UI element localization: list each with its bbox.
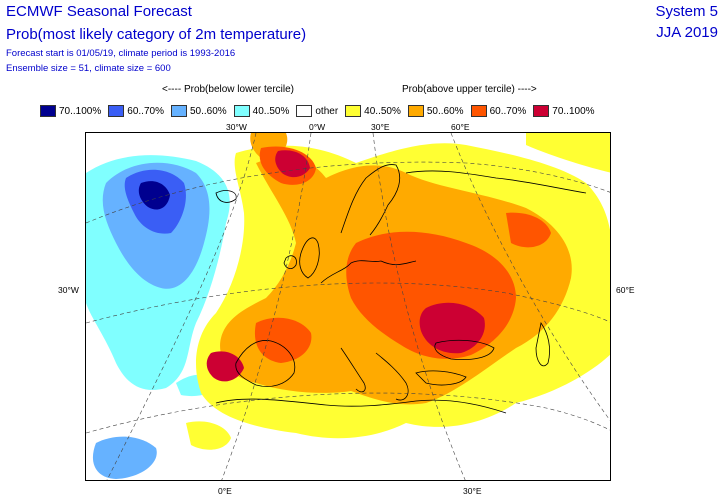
forecast-subtitle: Prob(most likely category of 2m temperat… [6,26,307,43]
legend-swatch [170,105,187,117]
meridian-30e [372,133,466,480]
lon-label-top-3: 30°E [371,122,390,132]
coast-ireland [283,255,297,269]
legend-swatch [345,105,362,117]
coast-balkans [375,352,409,401]
above-60-region-2 [254,317,312,363]
legend-item: 70..100% [40,104,101,118]
meridian-0 [221,133,312,480]
coast-iberia [235,340,296,387]
below-50-region-2 [92,436,157,479]
legend-item: 70..100% [533,104,595,118]
meridian-60e [450,133,610,421]
legend-below-header: <---- Prob(below lower tercile) [162,84,294,95]
coast-scandinavia [340,164,401,236]
lon-label-top-4: 60°E [451,122,470,132]
below-70-region [138,181,170,210]
coast-iceland [215,190,237,203]
coast-caspian [535,322,550,367]
legend-label: 40..50% [252,105,290,117]
coast-italy [340,347,366,393]
parallel-45n [86,282,610,324]
legend-swatch [470,105,487,117]
legend-swatch [296,105,313,117]
lon-label-left: 30°W [58,285,79,295]
coast-africa [215,398,507,414]
system-label: System 5 [655,3,718,20]
legend-above-header: Prob(above upper tercile) ----> [402,84,537,95]
forecast-info-start: Forecast start is 01/05/19, climate peri… [6,48,236,59]
legend-item: 40..50% [233,104,290,118]
legend-item: 60..70% [108,104,164,118]
above-40-region-2 [186,421,231,450]
forecast-info-ensemble: Ensemble size = 51, climate size = 600 [6,63,171,74]
above-60-region-4 [506,212,551,248]
forecast-map [85,132,611,481]
forecast-title: ECMWF Seasonal Forecast [6,3,192,20]
legend-swatch [533,105,550,117]
legend-item: 40..50% [345,104,401,118]
legend-label: 60..70% [489,105,527,117]
legend-swatch [108,105,125,117]
parallel-60n [86,161,610,224]
graticule [86,133,610,480]
coast-turkey [415,370,467,386]
legend-label: 40..50% [364,105,401,117]
parallel-30n [86,392,610,434]
coast-uk [299,237,320,279]
legend-item: 60..70% [470,104,527,118]
legend-label: 60..70% [127,105,164,117]
coast-russia-north [405,170,587,194]
coast-black-sea [434,339,495,360]
lon-label-top-2: 0°W [309,122,326,132]
legend-label: 70..100% [552,105,595,117]
legend-item: 50..60% [170,104,227,118]
legend-swatch [233,105,250,117]
above-70-region-2 [206,351,244,382]
meridian-30w [106,133,257,480]
lon-label-right: 60°E [616,285,635,295]
lon-label-bottom-1: 0°E [218,486,232,496]
coast-continent [320,260,417,284]
coastlines [215,164,587,414]
above-40-region-3 [526,133,610,173]
legend-swatch [407,105,424,117]
legend-item: 50..60% [407,104,464,118]
legend-label: 50..60% [426,105,464,117]
lon-label-bottom-2: 30°E [463,486,482,496]
legend: 70..100% 60..70% 50..60% 40..50% other 4… [40,104,602,118]
above-70-region-3 [275,150,310,178]
lon-label-top-1: 30°W [226,122,247,132]
legend-label: 70..100% [59,105,102,117]
legend-swatch [40,105,56,117]
season-label: JJA 2019 [656,24,718,41]
legend-label: 50..60% [189,105,227,117]
legend-item: other [296,104,338,118]
legend-label: other [315,105,339,117]
